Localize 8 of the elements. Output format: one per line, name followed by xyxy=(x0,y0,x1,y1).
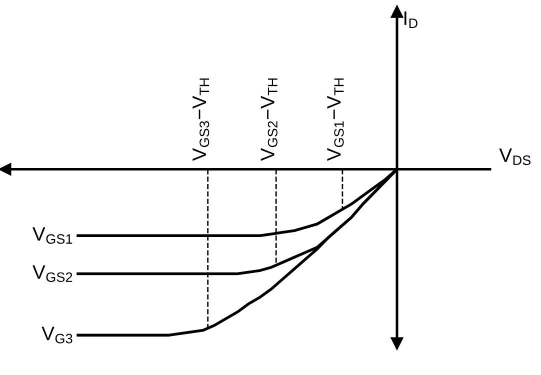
series-label: V$_{GS2}$ xyxy=(32,265,72,282)
text: V$_{GS2}$−V$_{TH}$ xyxy=(260,78,278,161)
x-axis-title: V$_{DS}$ xyxy=(499,148,531,166)
series-label: V$_{GS1}$ xyxy=(32,227,72,244)
text: I$_{D}$ xyxy=(404,12,418,28)
text: V$_{GS1}$−V$_{TH}$ xyxy=(327,78,344,161)
series-label: V$_{G3}$ xyxy=(42,326,72,344)
text: V$_{GS3}$−V$_{TH}$ xyxy=(192,78,210,161)
